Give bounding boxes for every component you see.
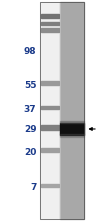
Text: 20: 20 <box>24 148 36 157</box>
Bar <box>60 134 84 137</box>
Bar <box>40 2 60 219</box>
Bar <box>41 106 59 109</box>
Bar <box>40 2 84 219</box>
Text: 7: 7 <box>30 183 36 192</box>
Text: 98: 98 <box>24 47 36 56</box>
Bar <box>41 148 59 152</box>
Bar <box>60 123 84 135</box>
Bar <box>41 22 59 25</box>
Bar <box>41 81 59 85</box>
Text: 37: 37 <box>24 105 36 114</box>
Bar <box>60 121 84 123</box>
Bar <box>41 184 59 187</box>
Text: 55: 55 <box>24 81 36 90</box>
Bar <box>60 2 84 219</box>
Bar <box>41 28 59 32</box>
Text: 29: 29 <box>24 125 36 134</box>
Bar <box>0 2 40 219</box>
Bar <box>41 14 59 18</box>
Bar <box>41 125 59 130</box>
